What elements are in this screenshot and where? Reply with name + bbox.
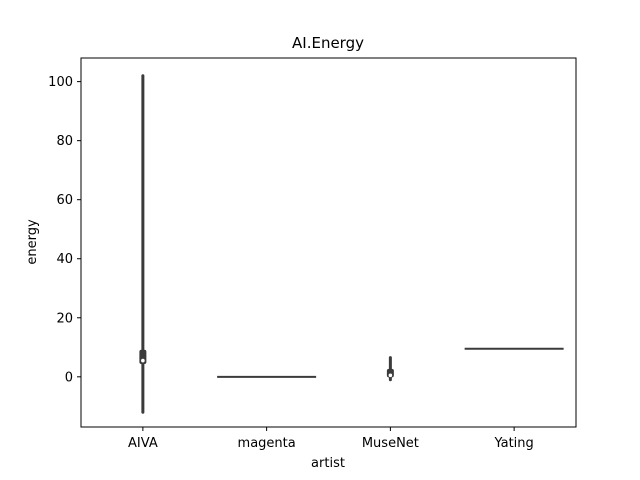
y-tick-label: 100 xyxy=(48,75,73,90)
chart-title: AI.Energy xyxy=(292,34,364,52)
y-tick-label: 40 xyxy=(56,252,73,267)
violin-musenet xyxy=(386,356,394,382)
x-tick-label: Yating xyxy=(493,436,533,451)
x-tick-label: MuseNet xyxy=(362,436,419,451)
plot-area xyxy=(139,74,564,414)
axes-frame xyxy=(80,57,577,428)
y-tick-label: 20 xyxy=(56,311,73,326)
y-axis-label: energy xyxy=(25,219,40,265)
x-tick-label: AIVA xyxy=(128,436,158,451)
x-tick-label: magenta xyxy=(238,436,296,451)
x-axis-label: artist xyxy=(311,456,345,471)
median-point xyxy=(388,373,393,378)
y-tick-label: 0 xyxy=(65,370,73,385)
y-tick-label: 80 xyxy=(56,134,73,149)
violin-aiva xyxy=(139,74,147,414)
median-point xyxy=(141,358,145,363)
y-tick-label: 60 xyxy=(56,193,73,208)
